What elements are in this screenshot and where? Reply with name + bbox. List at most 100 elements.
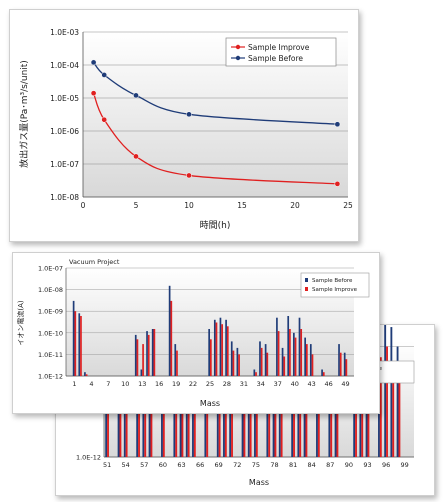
outgassing-chart-card: 1.0E-08 1.0E-07 1.0E-06 1.0E-05 1.0E-04 1.0E-… — [9, 9, 359, 242]
x-tick-label: 25 — [343, 201, 353, 210]
y-tick-label: 1.0E-08 — [38, 286, 63, 294]
data-point — [133, 153, 139, 160]
x-tick-label: 60 — [159, 461, 167, 469]
bar-improve-m49 — [345, 359, 348, 376]
y-axis-label: 放出ガス量(Pa･m³/s/unit) — [18, 60, 30, 168]
data-point — [334, 121, 341, 128]
y-tick-label: 1.0E-12 — [38, 373, 63, 381]
bar-improve-m58 — [150, 371, 153, 457]
x-tick-label: 40 — [291, 380, 299, 388]
x-tick-label: 51 — [103, 461, 111, 469]
bar-improve-m30 — [238, 354, 240, 376]
bar-improve-m41 — [300, 328, 303, 376]
bar-before-m35 — [264, 344, 267, 376]
bar-before-m48 — [338, 344, 340, 376]
bar-before-m45 — [321, 369, 323, 376]
bar-before-m12 — [134, 334, 137, 376]
bar-improve-m37 — [277, 331, 280, 376]
bar-improve-m87 — [330, 379, 333, 457]
bar-improve-m64 — [187, 371, 190, 457]
x-tick-label: 96 — [382, 461, 390, 469]
x-tick-label: 46 — [324, 380, 332, 388]
y-tick-label: 1.0E-07 — [38, 265, 63, 273]
bar-improve-m45 — [322, 372, 325, 376]
bar-improve-m15 — [153, 328, 156, 376]
y-tick-label: 1.0E-05 — [50, 94, 79, 103]
x-tick-label: 81 — [289, 461, 297, 469]
bar-improve-m63 — [181, 371, 184, 457]
bar-before-m43 — [309, 344, 312, 376]
bar-before-m62 — [173, 379, 176, 457]
bar-before-m3 — [84, 372, 86, 376]
bar-before-m13 — [140, 369, 143, 376]
data-point — [186, 172, 192, 179]
x-tick-label: 69 — [215, 461, 223, 469]
x-tick-label: 13 — [138, 380, 146, 388]
bar-improve-m38 — [283, 356, 286, 376]
chart-title: Vacuum Project — [69, 258, 120, 266]
data-point — [90, 90, 97, 97]
bar-before-m14 — [146, 331, 148, 376]
bar-before-m40 — [293, 332, 295, 376]
y-tick-label: 1.0E-04 — [50, 61, 79, 70]
bar-improve-m27 — [221, 324, 223, 376]
bar-before-m19 — [174, 344, 177, 376]
bar-improve-m95 — [379, 357, 382, 457]
bar-improve-m1 — [74, 311, 77, 376]
x-tick-label: 49 — [341, 380, 349, 388]
bar-improve-m33 — [255, 372, 257, 376]
data-point — [90, 59, 97, 66]
y-tick-label: 1.0E-11 — [38, 351, 63, 359]
x-tick-label: 87 — [326, 461, 334, 469]
y-tick-label: 1.0E-10 — [38, 329, 63, 337]
x-tick-label: 1 — [72, 380, 76, 388]
bar-improve-m93 — [367, 379, 370, 457]
bar-before-m42 — [304, 337, 306, 376]
series-line-before — [93, 61, 338, 125]
legend: Sample Improve Sample Before — [225, 37, 337, 67]
y-tick-label: 1.0E-06 — [50, 127, 79, 136]
bar-before-m37 — [276, 317, 278, 376]
x-tick-label: 78 — [270, 461, 278, 469]
bar-improve-m60 — [162, 379, 165, 457]
data-point — [186, 111, 192, 118]
y-axis-label: イオン電流(A) — [16, 300, 25, 346]
bar-improve-m74 — [249, 379, 252, 457]
bar-before-m26 — [213, 319, 216, 376]
bar-improve-m34 — [260, 347, 263, 376]
series-line-improve — [92, 92, 338, 185]
outgassing-line-chart: 1.0E-08 1.0E-07 1.0E-06 1.0E-05 1.0E-04 1.0E-… — [18, 28, 353, 231]
x-tick-label: 90 — [345, 461, 353, 469]
x-tick-label: 54 — [122, 461, 130, 469]
legend-label-improve: Sample Improve — [312, 287, 358, 293]
bar-improve-m35 — [266, 352, 269, 376]
y-tick-label: 1.0E-12 — [76, 454, 101, 462]
bar-before-m39 — [287, 315, 290, 376]
bar-improve-m18 — [170, 300, 173, 376]
x-tick-label: 31 — [240, 380, 248, 388]
bar-improve-m28 — [226, 326, 229, 376]
bar-before-m25 — [208, 328, 210, 376]
x-tick-label: 28 — [223, 380, 231, 388]
x-tick-label: 75 — [252, 461, 260, 469]
x-tick-label: 16 — [155, 380, 163, 388]
bar-before-m41 — [298, 317, 301, 376]
data-point — [101, 72, 108, 78]
bar-improve-m83 — [305, 371, 308, 457]
bar-before-m2 — [78, 313, 81, 376]
legend: Sample Before Sample Improve — [300, 272, 370, 298]
bar-improve-m97 — [392, 371, 395, 457]
x-tick-label: 34 — [257, 380, 265, 388]
x-tick-label: 63 — [177, 461, 185, 469]
data-point — [133, 92, 139, 99]
mass-spectrum-card-1-50: Vacuum Project 1.0E-12 1.0E-11 1.0E-10 1.0E… — [12, 252, 380, 414]
bar-improve-m39 — [289, 328, 291, 376]
bar-before-m15 — [151, 328, 154, 376]
x-tick-label: 0 — [81, 201, 86, 210]
x-tick-label: 10 — [184, 201, 194, 210]
x-tick-label: 19 — [172, 380, 180, 388]
x-tick-label: 7 — [106, 380, 110, 388]
bar-before-m30 — [236, 347, 239, 376]
y-tick-label: 1.0E-07 — [50, 160, 79, 169]
x-axis-label: 時間(h) — [200, 220, 231, 231]
